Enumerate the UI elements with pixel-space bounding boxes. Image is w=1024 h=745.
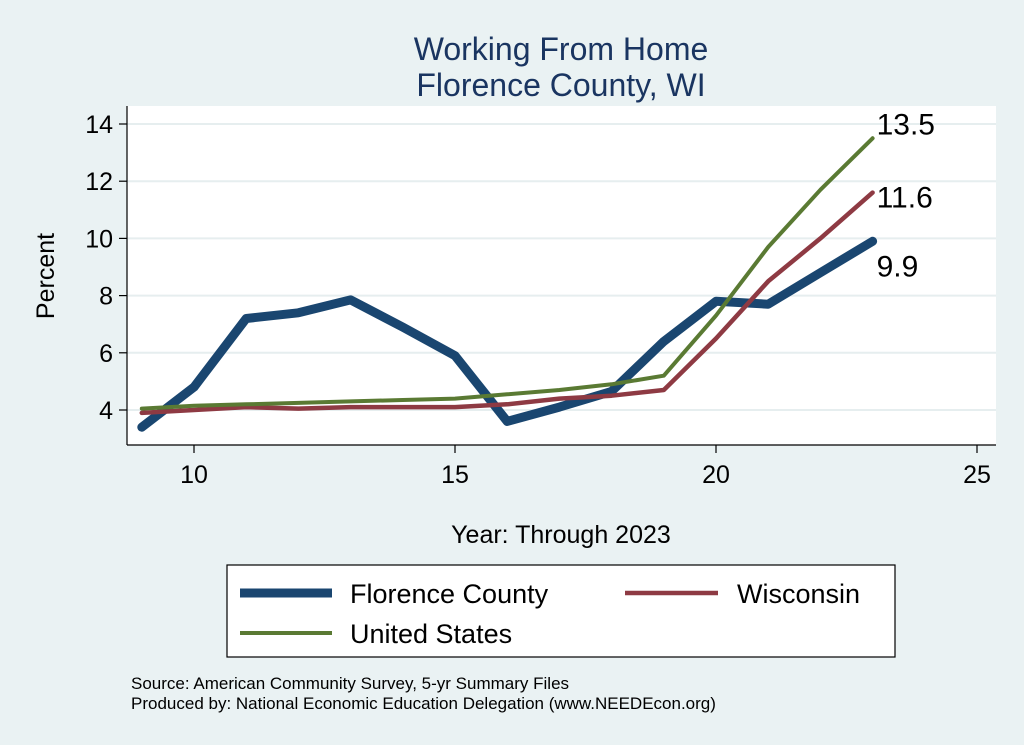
source-note: Source: American Community Survey, 5-yr … <box>131 674 569 693</box>
chart-title-line-2: Florence County, WI <box>416 67 705 103</box>
x-tick-label: 20 <box>702 461 730 489</box>
plot-area <box>127 106 996 445</box>
y-axis-title: Percent <box>32 233 60 319</box>
series-lines <box>137 136 878 432</box>
x-axis-title: Year: Through 2023 <box>451 521 671 549</box>
x-tick-label: 10 <box>180 461 208 489</box>
x-tick-label: 25 <box>963 461 991 489</box>
legend: Florence County Wisconsin United States <box>226 564 896 658</box>
legend-label-florence-county: Florence County <box>350 579 549 609</box>
y-tick-label: 6 <box>99 340 113 368</box>
chart-title: Working From Home Florence County, WI <box>414 31 709 103</box>
legend-label-united-states: United States <box>350 619 512 649</box>
axes: 4 6 8 10 12 14 10 15 20 25 <box>85 106 996 489</box>
series-line-wisconsin <box>139 190 875 416</box>
y-tick-label: 14 <box>85 111 113 139</box>
end-label-wisconsin: 11.6 <box>877 182 933 215</box>
legend-label-wisconsin: Wisconsin <box>737 579 860 609</box>
end-label-united-states: 13.5 <box>877 108 935 141</box>
end-label-florence-county: 9.9 <box>877 250 919 283</box>
legend-box <box>226 564 896 658</box>
y-tick-label: 8 <box>99 283 113 311</box>
produced-by-note: Produced by: National Economic Education… <box>131 694 716 713</box>
x-tick-label: 15 <box>441 461 469 489</box>
grid-lines <box>127 123 996 411</box>
end-labels: 9.9 11.6 13.5 <box>877 108 935 283</box>
chart-title-line-1: Working From Home <box>414 31 709 67</box>
legend-items: Florence County Wisconsin United States <box>240 579 860 649</box>
y-tick-label: 12 <box>85 168 113 196</box>
series-line-united-states <box>139 136 875 411</box>
y-tick-label: 4 <box>99 397 113 425</box>
y-tick-label: 10 <box>85 225 113 253</box>
